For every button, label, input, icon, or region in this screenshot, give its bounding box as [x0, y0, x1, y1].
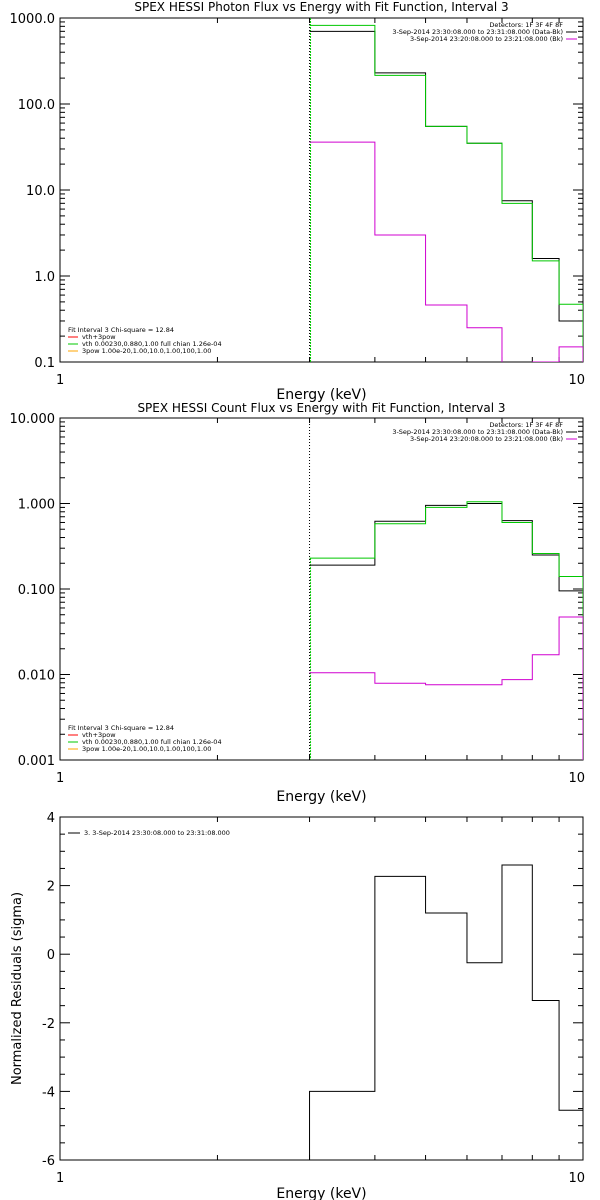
- legend-header: Detectors: 1F 3F 4F 8F: [489, 21, 563, 29]
- chart-title: SPEX HESSI Count Flux vs Energy with Fit…: [137, 401, 505, 415]
- data-series-1: [309, 864, 583, 1160]
- y-tick-label: 1000.0: [10, 12, 56, 27]
- legend-entry: 3. 3-Sep-2014 23:30:08.000 to 23:31:08.0…: [84, 829, 230, 837]
- data-series-2: [309, 501, 583, 760]
- x-tick-label: 1: [56, 771, 64, 786]
- legend-entry: 3-Sep-2014 23:20:08.000 to 23:21:08.000 …: [410, 435, 563, 443]
- x-axis-label: Energy (keV): [276, 789, 366, 805]
- y-tick-label: 10.000: [10, 412, 56, 427]
- plot-frame: [59, 417, 584, 761]
- legend-entry: 3-Sep-2014 23:30:08.000 to 23:31:08.000 …: [392, 428, 563, 436]
- x-axis-label: Energy (keV): [276, 387, 366, 403]
- chart-title: SPEX HESSI Photon Flux vs Energy with Fi…: [134, 0, 508, 14]
- legend-entry: vth+3pow: [82, 731, 116, 739]
- chart-panel-2: SPEX HESSI Count Flux vs Energy with Fit…: [10, 401, 586, 805]
- data-series-3: [309, 141, 583, 362]
- y-tick-label: 0.001: [18, 754, 55, 769]
- data-series-2: [309, 24, 583, 362]
- legend-entry: vth 0.00230,0.880,1.00 full chian 1.26e-…: [82, 738, 222, 746]
- data-series-3: [309, 616, 583, 760]
- fit-legend-header: Fit Interval 3 Chi-square = 12.84: [68, 326, 174, 334]
- x-tick-label: 10: [568, 771, 585, 786]
- x-tick-label: 10: [568, 373, 585, 388]
- y-axis-label: Normalized Residuals (sigma): [10, 892, 25, 1085]
- legend-entry: vth+3pow: [82, 333, 116, 341]
- fit-legend-header: Fit Interval 3 Chi-square = 12.84: [68, 724, 174, 732]
- x-tick-label: 10: [568, 1171, 585, 1186]
- y-tick-label: 0.100: [18, 583, 55, 598]
- y-tick-label: 100.0: [18, 98, 55, 113]
- plot-frame: [59, 816, 584, 1161]
- x-tick-label: 1: [56, 373, 64, 388]
- legend-entry: vth 0.00230,0.880,1.00 full chian 1.26e-…: [82, 340, 222, 348]
- data-series-1: [309, 30, 583, 362]
- chart-panel-3: 1 10 Energy (keV) -6 -4 -2 0 2 4 Normalized Resid…: [10, 811, 585, 1200]
- legend-entry: 3-Sep-2014 23:20:08.000 to 23:21:08.000 …: [410, 35, 563, 43]
- legend-entry: 3-Sep-2014 23:30:08.000 to 23:31:08.000 …: [392, 28, 563, 36]
- legend-entry: 3pow 1.00e-20,1.00,10.0,1.00,100,1.00: [82, 745, 211, 753]
- y-tick-label: 0: [47, 948, 55, 963]
- legend-entry: 3pow 1.00e-20,1.00,10.0,1.00,100,1.00: [82, 347, 211, 355]
- legend-header: Detectors: 1F 3F 4F 8F: [489, 421, 563, 429]
- y-tick-label: 1.0: [34, 270, 55, 285]
- x-tick-label: 1: [56, 1171, 64, 1186]
- plot-frame: [59, 17, 584, 363]
- y-tick-label: 0.010: [18, 669, 55, 684]
- y-tick-label: 1.000: [18, 498, 55, 513]
- y-tick-label: -2: [42, 1017, 55, 1032]
- x-axis-label: Energy (keV): [276, 1186, 366, 1200]
- y-tick-label: 2: [47, 880, 55, 895]
- y-tick-label: 10.0: [26, 184, 55, 199]
- y-tick-label: -6: [42, 1154, 55, 1169]
- chart-panel-1: SPEX HESSI Photon Flux vs Energy with Fi…: [10, 0, 586, 403]
- y-tick-label: 0.1: [34, 356, 55, 371]
- y-tick-label: 4: [47, 811, 55, 826]
- y-tick-label: -4: [42, 1085, 55, 1100]
- data-series-1: [309, 503, 583, 760]
